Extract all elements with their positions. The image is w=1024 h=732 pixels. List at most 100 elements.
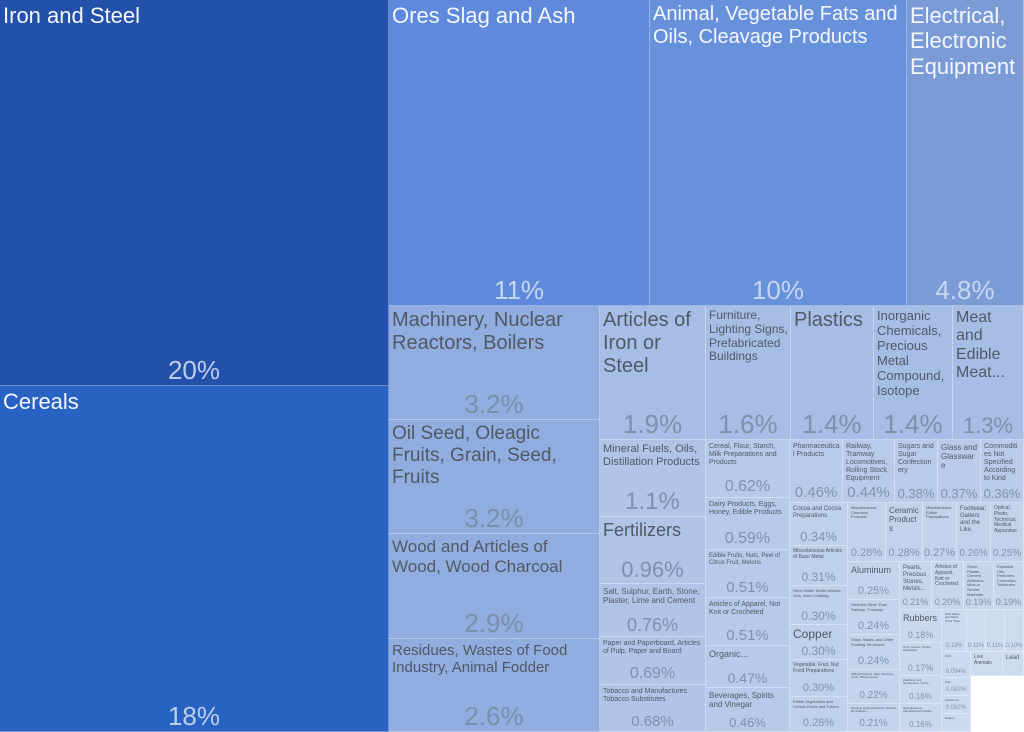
treemap-tile-optical-photo-technical-medical-apparatus[interactable]: Optical, Photo, Technical, Medical Appar… xyxy=(991,503,1024,562)
treemap-tile-vehicles-other-than-railway-tramway[interactable]: Vehicles Other Than Railway, Tramway 0.24… xyxy=(848,600,900,635)
treemap-tile-ceramic-products[interactable]: Ceramic Products 0.28% xyxy=(886,503,923,562)
tile-label: Machinery, Nuclear Reactors, Boilers xyxy=(392,309,563,354)
treemap-tile-knit[interactable]: Knit... 0.092% xyxy=(942,678,971,696)
tile-label: Ceramic Products xyxy=(889,506,919,534)
tile-label: Organic... xyxy=(709,649,749,659)
treemap-tile-stone-plaster-cement-asbestos-mica-or-similar-materials[interactable]: Stone, Plaster, Cement, Asbestos, Mica o… xyxy=(964,562,994,610)
tile-value: 11% xyxy=(493,275,545,305)
tile-value: 0.47% xyxy=(727,670,768,686)
treemap-tile-rubbers[interactable]: Rubbers 0.18% xyxy=(900,610,942,643)
treemap-tile-railway-tramway-locomotives-rolling-stock-equipment[interactable]: Railway, Tramway Locomotives, Rolling St… xyxy=(843,440,895,503)
treemap-tile-articles-of-apparel-knit-or-crocheted[interactable]: Articles of Apparel, Knit or Crocheted 0.… xyxy=(932,562,964,610)
treemap-tile-residues-wastes-of-food-industry-animal-fodder[interactable]: Residues, Wastes of Food Industry, Anima… xyxy=(389,639,600,732)
treemap-tile-inorganic-chemicals-precious-metal-compound-isotope[interactable]: Inorganic Chemicals, Precious Metal Comp… xyxy=(874,306,953,440)
treemap-tile-organic[interactable]: Organic... 0.47% xyxy=(706,646,790,688)
treemap-tile-miscellaneous-chemical-products[interactable]: Miscellaneous Chemical Products 0.28% xyxy=(848,503,886,562)
treemap-tile-cocoa-and-cocoa-preparations[interactable]: Cocoa and Cocoa Preparations 0.34% xyxy=(790,503,848,546)
tile-value: 0.28% xyxy=(850,547,883,559)
treemap-tile-live-animals[interactable]: Live Animals xyxy=(971,652,1003,676)
tile-label: Lead xyxy=(1006,655,1020,661)
tile-label: Cereals xyxy=(3,389,79,414)
treemap-tile-print[interactable]: Print... 0.094% xyxy=(942,652,971,678)
tile-value: 0.13% xyxy=(945,643,963,649)
treemap-tile-edible-vegetables-and-certain-roots-and-tubers[interactable]: Edible Vegetables and Certain Roots and … xyxy=(790,697,848,732)
tile-label: Footwear, Gaiters and the Like, xyxy=(960,506,987,533)
tile-label: Other Made Textile Articles, Sets, Worn … xyxy=(793,588,842,598)
treemap-tile-meat-and-edible-meat[interactable]: Meat and Edible Meat... 1.3% xyxy=(953,306,1024,440)
treemap-tile-toys-games-sports-requisites[interactable]: Toys, Games, Sports Requisites 0.17% xyxy=(900,643,942,676)
tile-label: Mineral Fuels, Oils, Distillation Produc… xyxy=(603,443,700,468)
treemap-tile-plastics[interactable]: Plastics 1.4% xyxy=(791,306,874,440)
treemap-tile-paper-and-paperboard-articles-of-pulp-paper-and-board[interactable]: Paper and Paperboard, Articles of Pulp, … xyxy=(600,637,706,685)
treemap-tile-furniture-lighting-signs-prefabricated-buildings[interactable]: Furniture, Lighting Signs, Prefabricated… xyxy=(706,306,791,440)
tile-value: 0.68% xyxy=(631,713,674,730)
treemap-tile-other-made-textile-articles-sets-worn-clothing[interactable]: Other Made Textile Articles, Sets, Worn … xyxy=(790,586,848,625)
treemap-tile-salt-sulphur-earth-stone-plaster-lime-and-cement[interactable]: Salt, Sulphur, Earth, Stone, Plaster, Li… xyxy=(600,584,706,637)
treemap-tile-footwear-gaiters-and-the-like[interactable]: Footwear, Gaiters and the Like, 0.26% xyxy=(957,503,991,562)
treemap-tile-aluminum[interactable]: Aluminum 0.25% xyxy=(848,562,900,600)
treemap-tile-cereal-flour-starch-milk-preparations-and-products[interactable]: Cereal, Flour, Starch, Milk Preparations… xyxy=(706,440,790,498)
treemap-tile-miscellaneous-manufactured-articles[interactable]: Miscellaneous Manufactured Articles 0.16% xyxy=(900,704,942,732)
treemap-tile-ores-slag-and-ash[interactable]: Ores Slag and Ash 11% xyxy=(389,0,650,306)
treemap-tile-edible-fruits-nuts-peel-of-citrus-fruit-melons[interactable]: Edible Fruits, Nuts, Peel of Citrus Frui… xyxy=(706,550,790,598)
treemap-tile-fertilizers[interactable]: Fertilizers 0.96% xyxy=(600,517,706,584)
tile-label: Tobacco and Manufactures Tobacco Substit… xyxy=(603,688,688,704)
treemap-tile-copper[interactable]: Copper 0.30% xyxy=(790,625,848,660)
treemap-tile-ships-boats-and-other-floating-structures[interactable]: Ships, Boats, and Other Floating Structu… xyxy=(848,635,900,670)
tile-value: 20% xyxy=(167,355,221,385)
treemap-tile-articles-of[interactable]: Articles of... 0.082% xyxy=(942,696,971,714)
treemap-tile-cereals[interactable]: Cereals 18% xyxy=(0,386,389,732)
tile-label: Print... xyxy=(945,654,954,658)
treemap-tile-unlabeled[interactable]: 0.11% xyxy=(986,610,1005,652)
treemap-tile-mineral-fuels-oils-distillation-products[interactable]: Mineral Fuels, Oils, Distillation Produc… xyxy=(600,440,706,517)
treemap-tile-electrical-electronic-equipment[interactable]: Electrical, Electronic Equipment 4.8% xyxy=(907,0,1024,306)
tile-value: 0.19% xyxy=(965,597,992,607)
tile-label: Toys, Games, Sports Requisites xyxy=(903,645,931,653)
tile-label: Copper xyxy=(793,627,833,641)
treemap-tile-articles-of-iron-or-steel[interactable]: Articles of Iron or Steel 1.9% xyxy=(600,306,706,440)
treemap-tile-animal-vegetable-fats-and-oils-cleavage-products[interactable]: Animal, Vegetable Fats and Oils, Cleavag… xyxy=(650,0,907,306)
treemap-tile-glass-and-glassware[interactable]: Glass and Glassware 0.37% xyxy=(938,440,981,503)
treemap-tile-oil-seed-oleagic-fruits-grain-seed-fruits[interactable]: Oil Seed, Oleagic Fruits, Grain, Seed, F… xyxy=(389,420,600,534)
tile-label: Furniture, Lighting Signs, Prefabricated… xyxy=(709,308,788,364)
treemap-tile-articles-of-apparel-not-knit-or-crocheted[interactable]: Articles of Apparel, Not Knit or Crochet… xyxy=(706,598,790,646)
treemap-tile-unlabeled[interactable]: 0.11% xyxy=(967,610,986,652)
treemap-tile-vegetable-fruit-nut-food-preparations[interactable]: Vegetable, Fruit, Nut Food Preparations 0… xyxy=(790,660,848,697)
treemap-tile-miscellaneous-edible-preparations[interactable]: Miscellaneous Edible Preparations 0.27% xyxy=(923,503,957,562)
tile-label: Articles of Apparel, Not Knit or Crochet… xyxy=(709,601,781,617)
tile-value: 0.69% xyxy=(629,665,676,682)
treemap-tile-pearls-precious-stones-metals[interactable]: Pearls, Precious Stones, Metals... 0.21% xyxy=(900,562,932,610)
tile-value: 0.22% xyxy=(859,690,888,701)
treemap-tile-iron-and-steel[interactable]: Iron and Steel 20% xyxy=(0,0,389,386)
treemap-tile-lead[interactable]: Lead xyxy=(1003,652,1024,676)
tile-value: 0.96% xyxy=(621,557,684,582)
treemap-tile-dairy-products-eggs-honey-edible-products[interactable]: Dairy Products, Eggs, Honey, Edible Prod… xyxy=(706,498,790,550)
tile-label: Miscellaneous Manufactured Articles xyxy=(903,706,932,714)
treemap-tile-unlabeled[interactable]: 0.10% xyxy=(1005,610,1024,652)
tile-label: Miscellaneous Edible Preparations xyxy=(926,505,952,520)
treemap-tile-soaps[interactable]: Soaps... xyxy=(942,714,971,732)
treemap-tile-sugars-and-sugar-confectionery[interactable]: Sugars and Sugar Confectionery 0.38% xyxy=(895,440,938,503)
treemap-tile-tanning-dyeing-extracts-tannins-derivatives[interactable]: Tanning, Dyeing Extracts, Tannins, Deriv… xyxy=(848,704,900,732)
tile-value: 18% xyxy=(167,701,221,731)
tile-value: 0.24% xyxy=(857,655,890,667)
tile-label: Paper and Paperboard, Articles of Pulp, … xyxy=(603,640,701,656)
treemap-tile-washing-felt-nonwovens-yarns[interactable]: Washing, Felt, Nonwovens, Yarns,... 0.16% xyxy=(900,676,942,704)
treemap-tile-essential-oils-perfumes-cosmetics-toileteries[interactable]: Essential Oils, Perfumes, Cosmetics, Toi… xyxy=(994,562,1024,610)
treemap-tile-machinery-nuclear-reactors-boilers[interactable]: Machinery, Nuclear Reactors, Boilers 3.2% xyxy=(389,306,600,420)
tile-label: Live Animals xyxy=(974,654,992,666)
treemap-tile-wood-and-articles-of-wood-wood-charcoal[interactable]: Wood and Articles of Wood, Wood Charcoal… xyxy=(389,534,600,639)
treemap-tile-beverages-spirits-and-vinegar[interactable]: Beverages, Spirits and Vinegar 0.46% xyxy=(706,688,790,732)
tile-label: Ships, Boats, and Other Floating Structu… xyxy=(851,637,894,647)
treemap-tile-tobacco-and-manufactures-tobacco-substitutes[interactable]: Tobacco and Manufactures Tobacco Substit… xyxy=(600,685,706,732)
tile-label: Edible Vegetables and Certain Roots and … xyxy=(793,699,839,709)
tile-label: Sugars and Sugar Confectionery xyxy=(898,443,934,475)
treemap-tile-commodities-not-specified-according-to-kind[interactable]: Commodities Not Specified According to K… xyxy=(981,440,1024,503)
treemap-tile-miscellaneous-articles-of-base-metal[interactable]: Miscellaneous Articles of Base Metal 0.31… xyxy=(790,546,848,586)
treemap-tile-raw-hides-and-skins-other-than[interactable]: Raw Hides and Skins Other Than... 0.13% xyxy=(942,610,967,652)
tile-label: Electrical, Electronic Equipment xyxy=(910,3,1016,79)
treemap-tile-milling-products-malt-starches-inulin-wheat-gluten[interactable]: Milling Products, Malt, Starches, Inulin… xyxy=(848,670,900,704)
treemap-tile-pharmaceutical-products[interactable]: Pharmaceutical Products 0.46% xyxy=(790,440,843,503)
tile-label: Wood and Articles of Wood, Wood Charcoal xyxy=(392,537,563,576)
tile-value: 0.25% xyxy=(992,548,1022,559)
